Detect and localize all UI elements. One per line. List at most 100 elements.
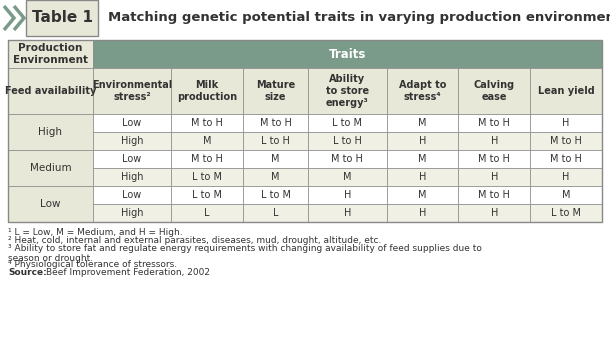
- Text: H: H: [344, 190, 351, 200]
- Text: H: H: [490, 136, 498, 146]
- Text: M: M: [271, 154, 280, 164]
- Text: L: L: [273, 208, 278, 218]
- Bar: [8, 40, 602, 222]
- Bar: [530, 68, 602, 114]
- Bar: [93, 186, 171, 204]
- Text: ¹ L = Low, M = Medium, and H = High.: ¹ L = Low, M = Medium, and H = High.: [8, 228, 182, 237]
- Text: M: M: [418, 190, 427, 200]
- Bar: [458, 132, 530, 150]
- Bar: [458, 168, 530, 186]
- Text: Feed availability: Feed availability: [5, 86, 96, 96]
- Text: Traits: Traits: [329, 47, 366, 61]
- Bar: [171, 68, 243, 114]
- Text: Production
Environment: Production Environment: [13, 43, 88, 65]
- Text: M to H: M to H: [331, 154, 364, 164]
- Text: L to H: L to H: [333, 136, 362, 146]
- Text: H: H: [344, 208, 351, 218]
- Text: ⁴ Physiological tolerance of stressors.: ⁴ Physiological tolerance of stressors.: [8, 260, 177, 269]
- Text: L: L: [204, 208, 210, 218]
- Text: M to H: M to H: [191, 118, 223, 128]
- Bar: [308, 150, 387, 168]
- Bar: [308, 132, 387, 150]
- Bar: [530, 114, 602, 132]
- Bar: [171, 168, 243, 186]
- Text: Low: Low: [123, 154, 142, 164]
- Bar: [387, 150, 458, 168]
- Bar: [171, 186, 243, 204]
- Text: Ability
to store
energy³: Ability to store energy³: [326, 74, 369, 108]
- Bar: [8, 68, 93, 114]
- Text: L to H: L to H: [261, 136, 290, 146]
- Bar: [93, 68, 171, 114]
- Text: Source:: Source:: [8, 268, 47, 277]
- Text: M to H: M to H: [478, 190, 510, 200]
- Text: M: M: [203, 136, 211, 146]
- Bar: [530, 204, 602, 222]
- Bar: [458, 204, 530, 222]
- Text: H: H: [419, 208, 426, 218]
- Bar: [387, 204, 458, 222]
- Text: Lean yield: Lean yield: [538, 86, 595, 96]
- Bar: [308, 68, 387, 114]
- Bar: [8, 40, 93, 68]
- Bar: [171, 114, 243, 132]
- Text: M to H: M to H: [478, 118, 510, 128]
- Bar: [458, 114, 530, 132]
- Text: L to M: L to M: [551, 208, 581, 218]
- Text: L to M: L to M: [332, 118, 362, 128]
- FancyBboxPatch shape: [26, 0, 98, 36]
- Bar: [530, 168, 602, 186]
- Bar: [243, 168, 308, 186]
- Text: Low: Low: [123, 118, 142, 128]
- Text: H: H: [419, 172, 426, 182]
- Bar: [243, 68, 308, 114]
- Bar: [171, 132, 243, 150]
- Text: M: M: [271, 172, 280, 182]
- Bar: [458, 186, 530, 204]
- Text: M to H: M to H: [550, 136, 582, 146]
- Text: H: H: [419, 136, 426, 146]
- Bar: [458, 68, 530, 114]
- Bar: [8, 114, 93, 150]
- Bar: [8, 186, 93, 222]
- Text: Milk
production: Milk production: [177, 80, 237, 102]
- Text: ³ Ability to store fat and regulate energy requirements with changing availabili: ³ Ability to store fat and regulate ener…: [8, 244, 482, 263]
- Bar: [530, 150, 602, 168]
- Text: Adapt to
stress⁴: Adapt to stress⁴: [399, 80, 446, 102]
- Text: M to H: M to H: [550, 154, 582, 164]
- Bar: [458, 150, 530, 168]
- Text: L to M: L to M: [192, 190, 222, 200]
- Text: Mature
size: Mature size: [256, 80, 295, 102]
- Text: ² Heat, cold, internal and external parasites, diseases, mud, drought, altitude,: ² Heat, cold, internal and external para…: [8, 236, 381, 245]
- Text: High: High: [121, 208, 143, 218]
- Text: L to M: L to M: [260, 190, 290, 200]
- Bar: [308, 114, 387, 132]
- Text: H: H: [490, 172, 498, 182]
- Bar: [243, 186, 308, 204]
- Text: M to H: M to H: [260, 118, 292, 128]
- Text: M: M: [343, 172, 352, 182]
- Text: Beef Improvement Federation, 2002: Beef Improvement Federation, 2002: [46, 268, 210, 277]
- Text: M to H: M to H: [478, 154, 510, 164]
- Text: High: High: [121, 136, 143, 146]
- Text: M to H: M to H: [191, 154, 223, 164]
- Bar: [243, 150, 308, 168]
- Text: Table 1: Table 1: [32, 10, 93, 26]
- Text: Environmental
stress²: Environmental stress²: [92, 80, 172, 102]
- Bar: [387, 114, 458, 132]
- Bar: [530, 186, 602, 204]
- Bar: [308, 186, 387, 204]
- Text: Low: Low: [123, 190, 142, 200]
- Text: High: High: [121, 172, 143, 182]
- Bar: [243, 132, 308, 150]
- Text: Matching genetic potential traits in varying production environments¹: Matching genetic potential traits in var…: [108, 11, 610, 25]
- Bar: [243, 114, 308, 132]
- Bar: [93, 168, 171, 186]
- Text: H: H: [562, 118, 570, 128]
- Bar: [93, 114, 171, 132]
- Bar: [93, 204, 171, 222]
- Bar: [387, 132, 458, 150]
- Bar: [243, 204, 308, 222]
- Text: L to M: L to M: [192, 172, 222, 182]
- Text: High: High: [38, 127, 62, 137]
